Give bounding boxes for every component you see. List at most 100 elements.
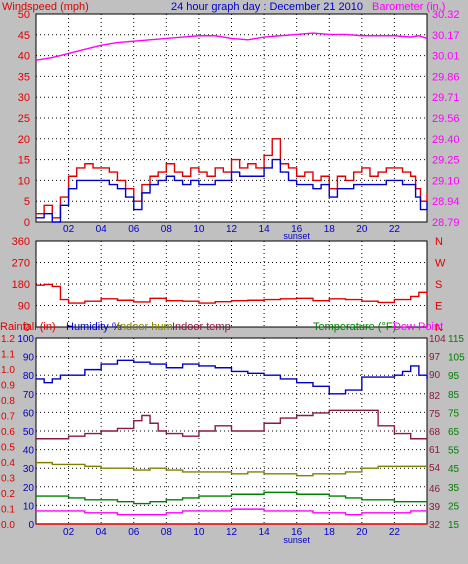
compass-tick-label: S	[435, 279, 442, 291]
indoor-temp-legend: Indoor temp	[172, 321, 231, 333]
windspeed-tick-label: 10	[18, 175, 30, 187]
rain-tick-label: 0.4	[1, 458, 15, 469]
indoor-temp-tick-label: 39	[429, 502, 441, 513]
x-tick-label: 08	[161, 224, 173, 235]
x-tick-label: 14	[259, 527, 271, 538]
temperature-legend: Temperature (°F)	[313, 321, 396, 333]
indoor-temp-tick-label: 32	[429, 520, 441, 531]
x-tick-label: 16	[291, 224, 303, 235]
x-tick-label: 14	[259, 224, 271, 235]
humidity-tick-label: 70	[23, 390, 35, 401]
direction-tick-label: 360	[12, 236, 30, 248]
barometer-tick-label: 29.25	[432, 155, 460, 167]
x-tick-label: 02	[63, 224, 75, 235]
indoor-temp-line	[36, 409, 427, 440]
barometer-tick-label: 30.17	[432, 30, 460, 42]
rain-tick-label: 0.8	[1, 396, 15, 407]
rain-tick-label: 1.1	[1, 350, 15, 361]
humidity-tick-label: 60	[23, 408, 35, 419]
windspeed-tick-label: 5	[24, 196, 30, 208]
temperature-tick-label: 45	[448, 464, 460, 475]
rain-tick-label: 0.2	[1, 489, 15, 500]
compass-tick-label: W	[435, 258, 446, 270]
windspeed-tick-label: 45	[18, 30, 30, 42]
barometer-tick-label: 28.79	[432, 217, 460, 229]
temperature-tick-label: 95	[448, 371, 460, 382]
x-tick-label: 02	[63, 527, 75, 538]
indoor-temp-tick-label: 68	[429, 427, 441, 438]
windspeed-tick-label: 30	[18, 92, 30, 104]
indoor-hum-legend: Indoor hum	[117, 321, 173, 333]
barometer-tick-label: 29.56	[432, 113, 460, 125]
windspeed-line	[36, 138, 428, 219]
windspeed-tick-label: 0	[24, 217, 30, 229]
dewpoint-line	[36, 508, 427, 516]
x-tick-label: 06	[128, 527, 140, 538]
barometer-axis-title: Barometer (in.)	[372, 1, 445, 13]
direction-tick-label: 180	[12, 279, 30, 291]
rain-tick-label: 1.0	[1, 365, 15, 376]
temperature-tick-label: 15	[448, 520, 460, 531]
direction-tick-label: 0	[24, 322, 30, 334]
barometer-tick-label: 29.86	[432, 71, 460, 83]
temperature-line	[36, 491, 428, 505]
windspeed-tick-label: 25	[18, 113, 30, 125]
compass-tick-label: N	[435, 236, 443, 248]
direction-tick-label: 270	[12, 258, 30, 270]
temperature-tick-label: 115	[448, 334, 464, 345]
humidity-tick-label: 100	[17, 334, 34, 345]
humidity-tick-label: 10	[23, 501, 35, 512]
x-tick-label: 12	[226, 527, 238, 538]
rain-tick-label: 0.3	[1, 474, 15, 485]
x-tick-label: 22	[389, 224, 401, 235]
rainfall-legend: Rainfall (in)	[0, 321, 56, 333]
barometer-tick-label: 30.01	[432, 51, 460, 63]
rain-tick-label: 0.1	[1, 505, 15, 516]
windspeed-axis-title: Windspeed (mph)	[2, 1, 89, 13]
temperature-tick-label: 105	[448, 353, 465, 364]
barometer-line	[35, 32, 428, 61]
x-tick-label: 04	[96, 527, 108, 538]
compass-tick-label: N	[435, 322, 443, 334]
temperature-tick-label: 55	[448, 446, 460, 457]
rain-tick-label: 0.9	[1, 381, 15, 392]
temperature-tick-label: 65	[448, 427, 460, 438]
chart-title: 24 hour graph day : December 21 2010	[171, 1, 363, 13]
x-tick-label: 18	[324, 527, 336, 538]
x-tick-label: 12	[226, 224, 238, 235]
x-tick-label: 18	[324, 224, 336, 235]
sunset-label: sunset	[283, 535, 310, 545]
x-tick-label: 20	[356, 224, 368, 235]
windspeed-tick-label: 15	[18, 155, 30, 167]
indoor-temp-tick-label: 54	[429, 463, 441, 474]
rain-tick-label: 0.0	[1, 520, 15, 531]
dewpoint-legend: Dew Point	[393, 321, 443, 333]
humidity-tick-label: 90	[23, 353, 35, 364]
windspeed-tick-label: 40	[18, 51, 30, 63]
temperature-tick-label: 35	[448, 483, 460, 494]
humidity-legend: Humidity %	[66, 321, 122, 333]
wind-direction-plot-area	[35, 240, 428, 328]
sunset-label: sunset	[283, 231, 310, 241]
indoor-temp-tick-label: 61	[429, 445, 441, 456]
windspeed-tick-label: 50	[18, 9, 30, 21]
wind-gust-line	[36, 158, 428, 223]
rain-tick-label: 0.5	[1, 443, 15, 454]
x-tick-label: 16	[291, 527, 303, 538]
x-tick-label: 22	[389, 527, 401, 538]
humidity-line	[36, 359, 428, 395]
barometer-tick-label: 29.71	[432, 92, 460, 104]
temperature-tick-label: 85	[448, 390, 460, 401]
indoor-temp-tick-label: 75	[429, 409, 441, 420]
humidity-tick-label: 30	[23, 464, 35, 475]
humidity-tick-label: 20	[23, 483, 35, 494]
wind-direction-line	[36, 283, 428, 304]
temperature-tick-label: 25	[448, 501, 460, 512]
humidity-tick-label: 0	[28, 520, 34, 531]
humidity-tick-label: 40	[23, 446, 35, 457]
indoor-temp-tick-label: 97	[429, 352, 441, 363]
barometer-tick-label: 29.40	[432, 134, 460, 146]
barometer-tick-label: 29.10	[432, 175, 460, 187]
indoor-temp-tick-label: 90	[429, 370, 441, 381]
barometer-tick-label: 30.32	[432, 9, 460, 21]
